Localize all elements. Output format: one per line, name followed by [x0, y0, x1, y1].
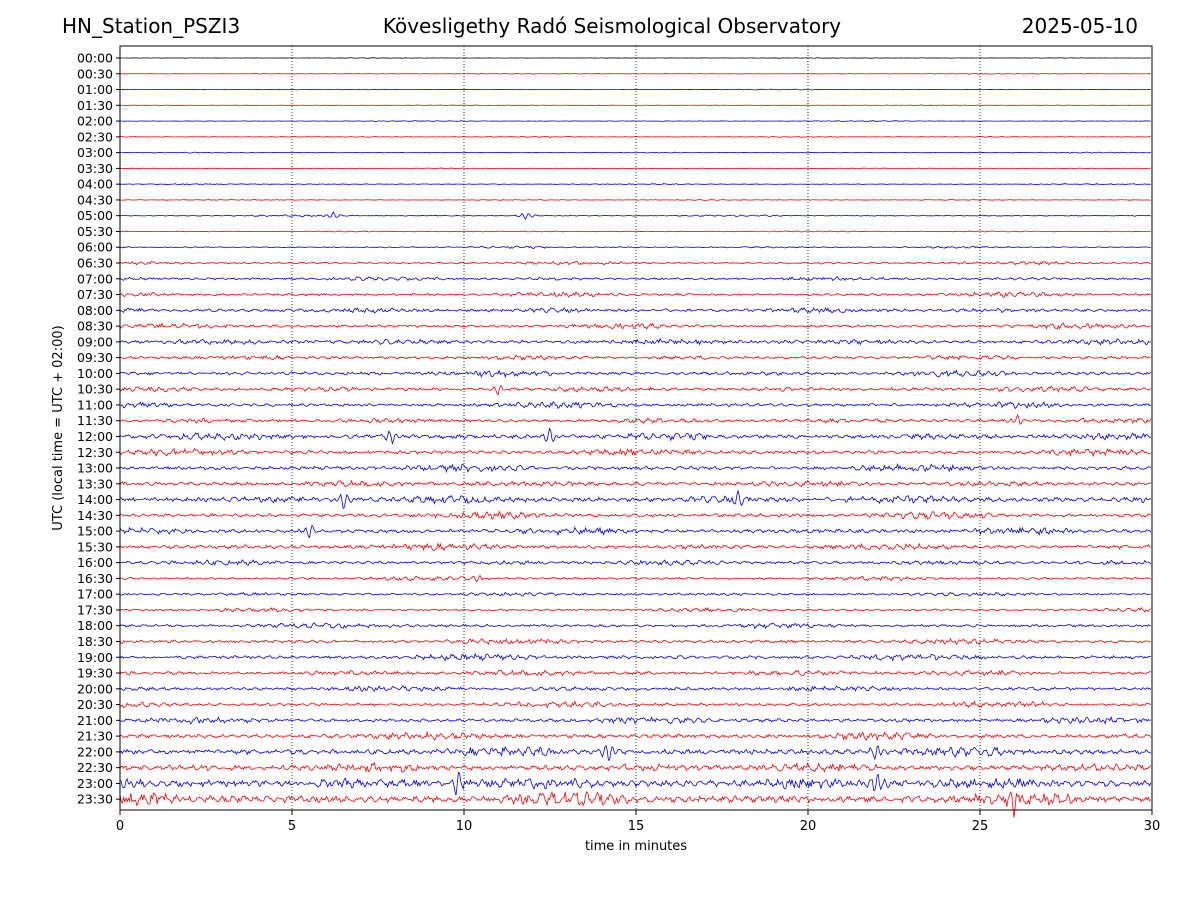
y-tick-label: 00:30 [77, 66, 113, 81]
trace-1200 [119, 427, 1151, 445]
y-tick-label: 07:30 [77, 287, 113, 302]
trace-0030 [119, 72, 1151, 75]
x-axis-label: time in minutes [585, 839, 687, 854]
y-tick-label: 20:00 [77, 681, 113, 696]
y-tick-label: 18:30 [77, 634, 113, 649]
y-tick-label: 06:30 [77, 256, 113, 271]
y-tick-label: 13:30 [77, 476, 113, 491]
chart-title: Kövesligethy Radó Seismological Observat… [382, 14, 842, 38]
trace-0500 [119, 211, 1151, 221]
trace-1130 [119, 413, 1152, 425]
y-tick-label: 11:30 [77, 413, 113, 428]
y-tick-label: 19:00 [77, 650, 113, 665]
y-tick-label: 18:00 [77, 618, 113, 633]
y-tick-label: 09:00 [77, 334, 113, 349]
y-tick-label: 07:00 [77, 271, 113, 286]
trace-0000 [119, 57, 1151, 59]
trace-0830 [119, 322, 1151, 330]
y-tick-label: 03:30 [77, 161, 113, 176]
trace-0330 [119, 167, 1151, 170]
y-tick-label: 15:00 [77, 524, 113, 539]
x-tick-label: 15 [628, 819, 645, 834]
trace-2100 [119, 715, 1151, 725]
y-tick-label: 12:00 [77, 429, 113, 444]
y-tick-label: 05:00 [77, 208, 113, 223]
y-tick-label: 14:00 [77, 492, 113, 507]
y-tick-label: 23:30 [77, 792, 113, 807]
trace-2330 [119, 790, 1152, 818]
y-tick-label: 01:30 [77, 98, 113, 113]
y-tick-label: 10:00 [77, 366, 113, 381]
y-tick-label: 00:00 [77, 51, 113, 66]
y-tick-label: 11:00 [77, 397, 113, 412]
y-tick-label: 15:30 [77, 539, 113, 554]
y-tick-label: 22:00 [77, 744, 113, 759]
y-tick-label: 08:00 [77, 303, 113, 318]
trace-1230 [119, 447, 1151, 458]
y-tick-label: 23:00 [77, 776, 113, 791]
trace-1030 [119, 385, 1151, 396]
y-tick-label: 17:30 [77, 602, 113, 617]
station-name: HN_Station_PSZI3 [62, 14, 241, 38]
trace-2230 [119, 761, 1152, 774]
x-tick-label: 20 [800, 819, 817, 834]
trace-1730 [119, 606, 1152, 613]
y-tick-label: 09:30 [77, 350, 113, 365]
trace-2200 [119, 744, 1152, 761]
trace-0130 [119, 104, 1151, 107]
trace-1700 [119, 591, 1151, 597]
y-tick-label: 06:00 [77, 240, 113, 255]
trace-1900 [119, 652, 1151, 662]
y-tick-label: 20:30 [77, 697, 113, 712]
y-tick-label: 21:00 [77, 713, 113, 728]
y-tick-label: 02:30 [77, 129, 113, 144]
trace-2030 [119, 700, 1152, 709]
trace-1000 [119, 369, 1152, 379]
trace-1930 [119, 669, 1151, 677]
y-tick-label: 17:00 [77, 587, 113, 602]
x-tick-label: 25 [972, 819, 989, 834]
y-tick-label: 01:00 [77, 82, 113, 97]
y-tick-label: 16:30 [77, 571, 113, 586]
trace-1330 [119, 479, 1152, 488]
chart-date: 2025-05-10 [1021, 14, 1138, 38]
y-tick-label: 10:30 [77, 382, 113, 397]
trace-1530 [119, 541, 1151, 552]
y-tick-label: 21:30 [77, 729, 113, 744]
trace-0100 [119, 88, 1151, 91]
y-tick-label: 04:00 [77, 177, 113, 192]
x-tick-label: 10 [456, 819, 473, 834]
x-tick-label: 0 [116, 819, 124, 834]
trace-0730 [119, 291, 1152, 298]
trace-1300 [119, 462, 1152, 474]
trace-0200 [119, 120, 1151, 122]
x-tick-label: 5 [288, 819, 296, 834]
y-tick-label: 03:00 [77, 145, 113, 160]
y-axis-label: UTC (local time = UTC + 02:00) [51, 325, 66, 530]
y-tick-label: 13:00 [77, 461, 113, 476]
y-tick-label: 04:30 [77, 192, 113, 207]
y-tick-label: 02:00 [77, 114, 113, 129]
traces-group [119, 57, 1152, 818]
y-tick-label: 14:30 [77, 508, 113, 523]
trace-1100 [119, 401, 1151, 410]
trace-0930 [119, 354, 1151, 361]
x-tick-label: 30 [1144, 819, 1161, 834]
y-tick-label: 08:30 [77, 319, 113, 334]
trace-0900 [119, 337, 1152, 346]
y-tick-label: 16:00 [77, 555, 113, 570]
y-tick-label: 22:30 [77, 760, 113, 775]
y-tick-label: 05:30 [77, 224, 113, 239]
trace-1830 [119, 637, 1152, 646]
trace-1500 [119, 524, 1152, 539]
trace-0700 [119, 276, 1152, 282]
trace-2000 [119, 685, 1152, 692]
trace-0300 [119, 151, 1151, 154]
trace-0530 [119, 230, 1151, 233]
y-tick-label: 12:30 [77, 445, 113, 460]
y-tick-label: 19:30 [77, 666, 113, 681]
